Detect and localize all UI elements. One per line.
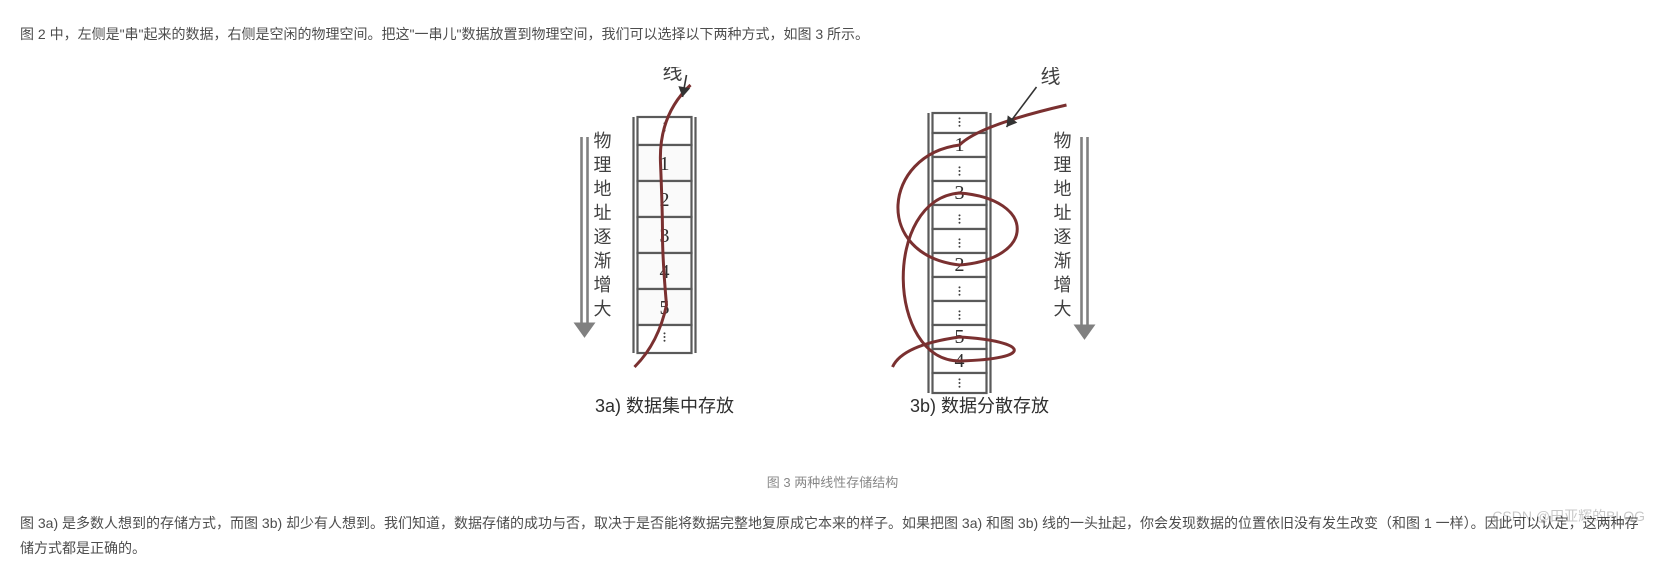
svg-text:渐: 渐 xyxy=(594,251,612,271)
svg-text:物: 物 xyxy=(594,131,612,151)
svg-text:线: 线 xyxy=(663,67,683,84)
figure-3: ···12345···线物理地址逐渐增大3a) 数据集中存放···1···3··… xyxy=(20,67,1645,497)
svg-text:址: 址 xyxy=(1054,203,1072,223)
svg-text:···: ··· xyxy=(950,213,969,224)
svg-text:址: 址 xyxy=(594,203,612,223)
svg-text:理: 理 xyxy=(1054,155,1072,175)
svg-text:···: ··· xyxy=(950,116,969,127)
svg-text:大: 大 xyxy=(1054,299,1072,319)
svg-text:···: ··· xyxy=(950,237,969,248)
figure-svg: ···12345···线物理地址逐渐增大3a) 数据集中存放···1···3··… xyxy=(20,67,1645,467)
diagram-a: ···12345···线物理地址逐渐增大3a) 数据集中存放 xyxy=(575,67,735,416)
svg-text:逐: 逐 xyxy=(1054,227,1072,247)
svg-text:增: 增 xyxy=(1054,275,1072,295)
svg-text:···: ··· xyxy=(950,309,969,320)
svg-text:地: 地 xyxy=(1054,179,1072,199)
svg-text:渐: 渐 xyxy=(1054,251,1072,271)
svg-text:3b) 数据分散存放: 3b) 数据分散存放 xyxy=(910,396,1049,416)
svg-text:线: 线 xyxy=(1041,67,1061,88)
watermark: CSDN @田亚辉的BLOG xyxy=(1492,506,1645,526)
svg-text:理: 理 xyxy=(594,155,612,175)
svg-text:地: 地 xyxy=(594,179,612,199)
outro-text: 图 3a) 是多数人想到的存储方式，而图 3b) 却少有人想到。我们知道，数据存… xyxy=(20,511,1645,561)
svg-text:增: 增 xyxy=(594,275,612,295)
svg-text:···: ··· xyxy=(950,165,969,176)
svg-text:逐: 逐 xyxy=(594,227,612,247)
svg-text:···: ··· xyxy=(950,377,969,388)
svg-text:物: 物 xyxy=(1054,131,1072,151)
svg-text:大: 大 xyxy=(594,299,612,319)
svg-text:3a) 数据集中存放: 3a) 数据集中存放 xyxy=(595,396,734,416)
figure-caption: 图 3 两种线性存储结构 xyxy=(20,472,1645,491)
intro-text: 图 2 中，左侧是"串"起来的数据，右侧是空闲的物理空间。把这"一串儿"数据放置… xyxy=(20,22,1645,47)
diagram-b: ···1···3······2······54···线物理地址逐渐增大3b) 数… xyxy=(893,67,1095,416)
svg-text:···: ··· xyxy=(950,285,969,296)
